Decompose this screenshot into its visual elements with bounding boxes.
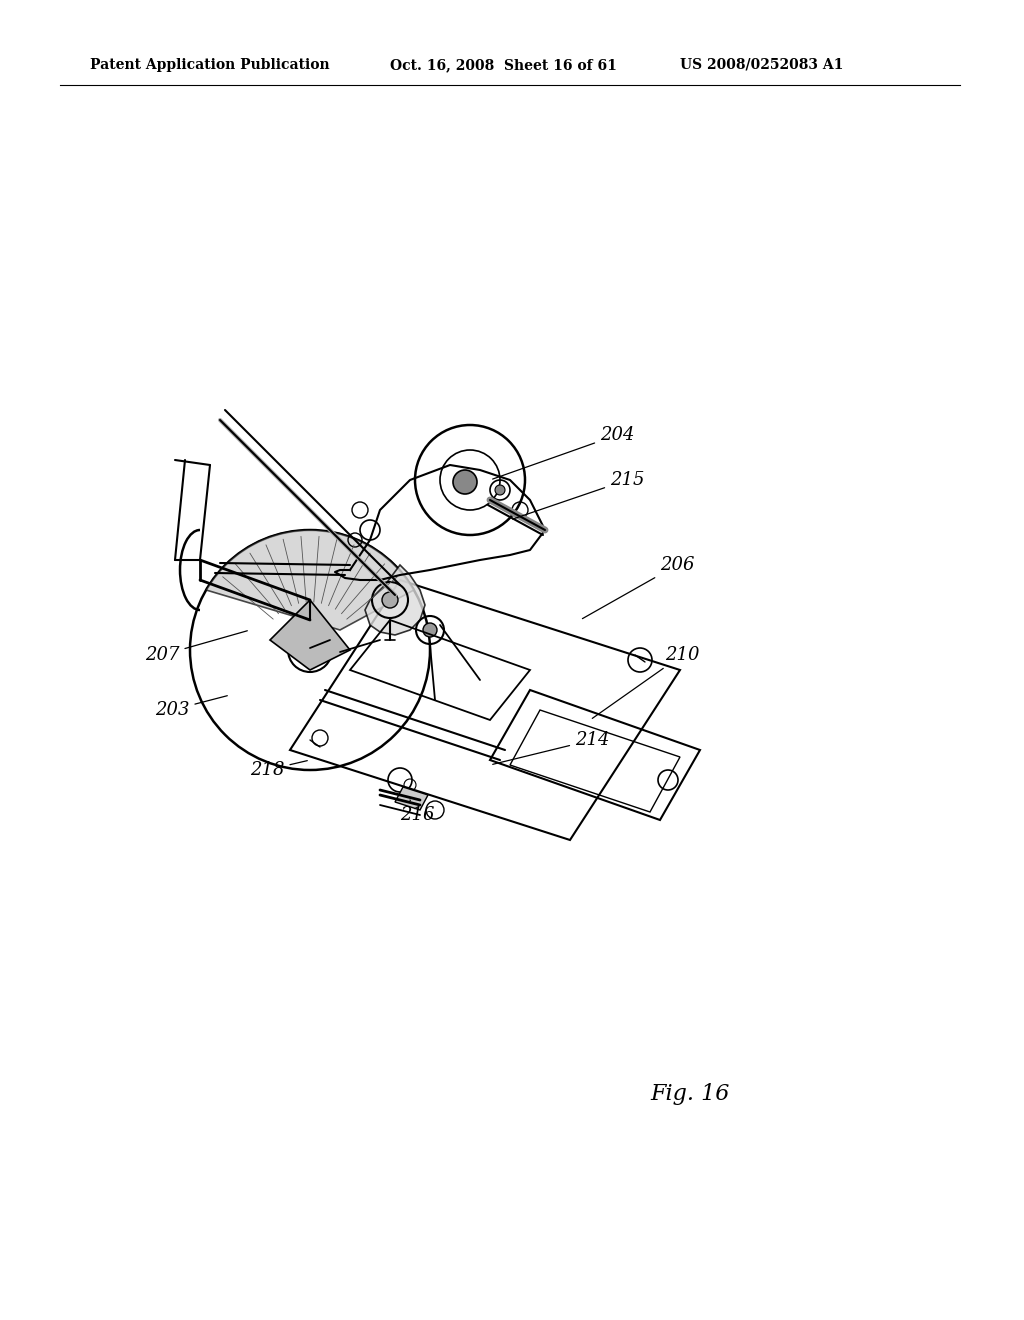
- Text: 207: 207: [145, 631, 248, 664]
- Circle shape: [423, 623, 437, 638]
- Circle shape: [453, 470, 477, 494]
- Polygon shape: [206, 531, 414, 630]
- Text: 215: 215: [513, 471, 644, 519]
- Polygon shape: [270, 601, 350, 671]
- Text: US 2008/0252083 A1: US 2008/0252083 A1: [680, 58, 844, 73]
- Text: 218: 218: [250, 760, 307, 779]
- Text: 204: 204: [493, 426, 635, 479]
- Text: 216: 216: [400, 800, 434, 824]
- Polygon shape: [395, 787, 428, 810]
- Circle shape: [382, 591, 398, 609]
- Text: 210: 210: [592, 645, 699, 718]
- Text: 214: 214: [493, 731, 609, 764]
- Text: Oct. 16, 2008  Sheet 16 of 61: Oct. 16, 2008 Sheet 16 of 61: [390, 58, 616, 73]
- Circle shape: [495, 484, 505, 495]
- Text: 203: 203: [155, 696, 227, 719]
- Polygon shape: [365, 565, 425, 635]
- Text: Fig. 16: Fig. 16: [650, 1082, 729, 1105]
- Text: Patent Application Publication: Patent Application Publication: [90, 58, 330, 73]
- Text: 206: 206: [583, 556, 694, 619]
